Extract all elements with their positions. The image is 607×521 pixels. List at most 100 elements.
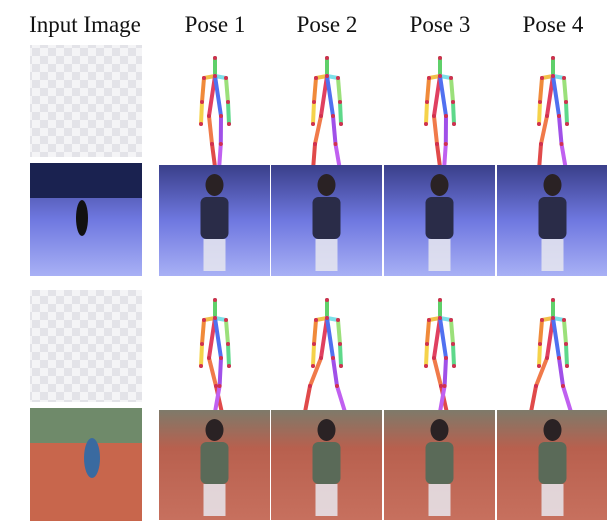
pose-joint (452, 364, 456, 368)
person-legs (428, 484, 451, 516)
pose-joint (314, 76, 318, 80)
pose-limb (438, 384, 447, 414)
pose-joint (308, 384, 312, 388)
pose-joint (325, 298, 329, 302)
person-body (425, 197, 454, 239)
person-head (543, 419, 562, 441)
pose-joint (335, 384, 339, 388)
column-header: Pose 1 (185, 12, 246, 37)
pose-limb (562, 318, 568, 346)
pose-joint (438, 298, 442, 302)
pose-joint (338, 100, 342, 104)
pose-joint (444, 356, 448, 360)
pose-limb (529, 384, 538, 414)
pose-limb (217, 356, 223, 388)
pose-limb (325, 316, 335, 360)
pose-limb (557, 114, 564, 146)
pose-limb (424, 100, 429, 126)
pose-joint (424, 364, 428, 368)
pose-limb (226, 342, 231, 368)
pose-joint (325, 316, 329, 320)
pose-joint (218, 142, 223, 146)
pose-joint (562, 318, 566, 322)
pose-limb (336, 76, 342, 104)
pose-joint (319, 114, 323, 118)
column-header: Pose 2 (297, 12, 358, 37)
skater (76, 200, 88, 236)
pose-limb (538, 318, 544, 346)
pose-joint (311, 122, 315, 126)
pose-limb (561, 384, 573, 414)
pose-joint (336, 76, 340, 80)
input-placeholder (30, 290, 142, 402)
pose-joint (551, 316, 555, 320)
pose-joint (425, 342, 429, 346)
pose-joint (207, 356, 211, 360)
pose-limb (534, 356, 549, 388)
person-head (543, 174, 562, 196)
pose-limb (335, 384, 347, 414)
pose-joint (219, 356, 223, 360)
pose-limb (537, 100, 542, 126)
pose-limb (200, 318, 206, 346)
pose-limb (213, 74, 223, 118)
pose-joint (534, 384, 538, 388)
pose-joint (564, 342, 568, 346)
pose-joint (540, 318, 544, 322)
player (84, 438, 100, 478)
pose-joint (442, 384, 447, 388)
person-legs (541, 239, 564, 271)
pose-limb (425, 318, 431, 346)
pose-joint (443, 142, 448, 146)
pose-joint (545, 356, 549, 360)
pose-joint (452, 122, 456, 126)
pose-joint (557, 114, 561, 118)
pose-limb (449, 318, 455, 346)
pose-joint (427, 318, 431, 322)
person-body (538, 442, 567, 484)
pose-limb (425, 76, 431, 104)
pose-joint (213, 298, 217, 302)
pose-joint (314, 318, 318, 322)
pose-limb (213, 316, 223, 360)
input-placeholder (30, 45, 142, 157)
pose-joint (227, 122, 231, 126)
pose-limb (557, 356, 565, 388)
pose-joint (339, 122, 343, 126)
pose-limb (449, 76, 455, 104)
pose-joint (313, 142, 317, 146)
pose-limb (331, 356, 339, 388)
pose-joint (551, 56, 555, 60)
pose-limb (551, 316, 561, 360)
pose-limb (432, 114, 439, 146)
pose-joint (224, 76, 228, 80)
pose-joint (438, 56, 442, 60)
pose-joint (435, 142, 439, 146)
pose-joint (551, 298, 555, 302)
pose-joint (444, 114, 448, 118)
pose-joint (325, 74, 329, 78)
court-fence (30, 408, 142, 443)
column-header: Pose 3 (410, 12, 471, 37)
pose-limb (564, 342, 569, 368)
pose-joint (562, 76, 566, 80)
pose-joint (331, 356, 335, 360)
pose-joint (312, 342, 316, 346)
column-header: Pose 4 (523, 12, 584, 37)
pose-limb (311, 100, 316, 126)
pose-joint (202, 76, 206, 80)
person-body (200, 442, 229, 484)
person-head (430, 419, 449, 441)
pose-joint (311, 364, 315, 368)
pose-joint (432, 114, 436, 118)
person-body (425, 442, 454, 484)
pose-joint (439, 384, 443, 388)
pose-joint (210, 142, 214, 146)
pose-limb (313, 114, 323, 146)
pose-joint (333, 142, 338, 146)
pose-joint (224, 318, 228, 322)
person-legs (203, 239, 226, 271)
pose-limb (200, 76, 206, 104)
pose-limb (199, 100, 204, 126)
